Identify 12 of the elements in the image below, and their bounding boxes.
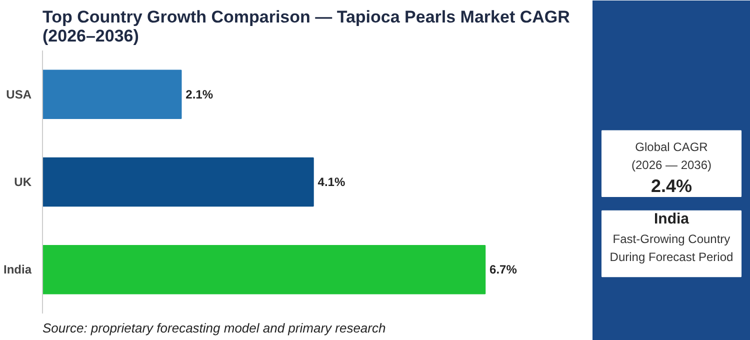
y-tick-label: UK [14,175,32,189]
y-tick-label: India [4,262,32,277]
y-tick-label: USA [6,87,32,102]
data-label: 4.1% [318,175,346,189]
chart-title: Top Country Growth Comparison — Tapioca Pearls Market CAGR (2026–2036) [42,8,570,46]
text: 2.4% [650,176,692,196]
data-label: 6.7% [490,262,518,277]
text: Global CAGR (2026 — 2036) [631,140,712,172]
text: Fast-Growing Country During Forecast Period [610,232,734,264]
text: India [654,210,690,228]
source-note: Source: proprietary forecasting model and primary research [42,320,386,336]
data-label: 2.1% [186,87,214,102]
